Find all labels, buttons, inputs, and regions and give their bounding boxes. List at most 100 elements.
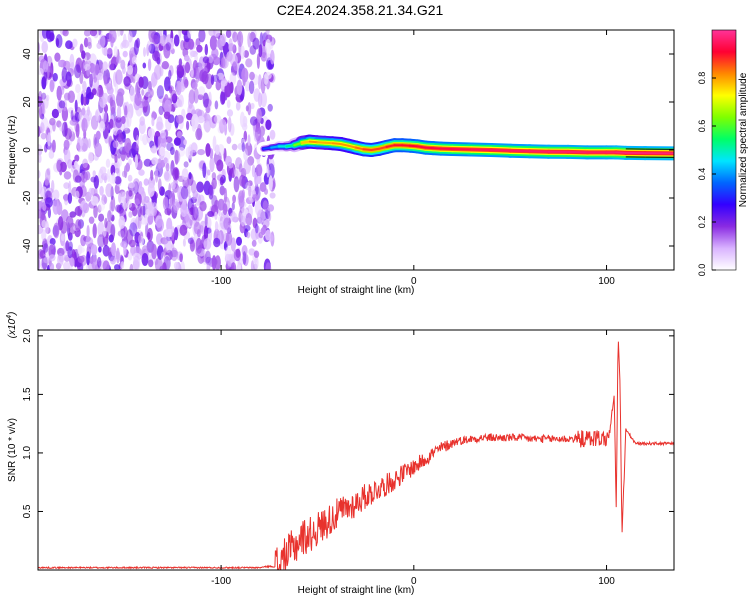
- noise-blob: [239, 174, 246, 187]
- noise-blob: [135, 216, 140, 230]
- noise-blob: [115, 167, 120, 174]
- noise-blob: [67, 159, 73, 169]
- noise-blob: [142, 62, 147, 69]
- noise-blob: [70, 109, 74, 121]
- noise-blob: [147, 58, 152, 71]
- noise-blob: [134, 92, 142, 106]
- noise-blob: [157, 158, 162, 170]
- noise-blob: [45, 168, 51, 184]
- noise-blob: [123, 243, 127, 256]
- noise-blob: [163, 196, 169, 206]
- noise-blob: [173, 261, 179, 270]
- noise-blob: [150, 145, 158, 154]
- noise-blob: [69, 211, 77, 218]
- noise-blob: [132, 255, 141, 270]
- noise-blob: [74, 154, 80, 162]
- noise-blob: [195, 67, 200, 83]
- noise-blob: [179, 253, 183, 263]
- noise-blob: [225, 30, 232, 38]
- noise-blob: [55, 38, 60, 47]
- noise-blob: [143, 47, 146, 57]
- noise-blob: [132, 252, 141, 262]
- noise-blob: [46, 264, 51, 270]
- noise-blob: [131, 56, 137, 65]
- noise-blob: [160, 135, 167, 149]
- snr-panel: -100 0 100 0.5 1.0 1.5 2.0 Height of straight…: [6, 312, 675, 596]
- noise-blob: [109, 63, 117, 71]
- noise-blob: [88, 216, 95, 224]
- noise-blob: [75, 83, 81, 94]
- noise-blob: [166, 142, 174, 152]
- noise-blob: [187, 30, 192, 39]
- noise-blob: [45, 30, 51, 40]
- noise-blob: [121, 170, 127, 178]
- noise-blob: [189, 239, 195, 252]
- noise-blob: [196, 229, 201, 238]
- noise-blob: [131, 181, 138, 196]
- noise-blob: [228, 43, 236, 52]
- noise-blob: [52, 189, 60, 201]
- noise-blob: [249, 116, 258, 126]
- noise-blob: [216, 72, 225, 80]
- noise-blob: [65, 215, 74, 229]
- noise-blob: [220, 57, 226, 69]
- y-tick-label: -20: [22, 190, 33, 205]
- noise-blob: [99, 96, 107, 108]
- noise-blob: [52, 199, 60, 215]
- noise-blob: [262, 200, 269, 211]
- snr-series-line: [38, 341, 674, 570]
- noise-blob: [129, 263, 134, 270]
- noise-blob: [200, 225, 204, 233]
- noise-blob: [41, 219, 47, 228]
- noise-blob: [49, 238, 56, 246]
- noise-blob: [117, 132, 124, 145]
- noise-blob: [147, 259, 154, 268]
- noise-blob: [95, 130, 101, 140]
- noise-blob: [69, 257, 75, 267]
- noise-blob: [217, 198, 225, 211]
- noise-blob: [163, 43, 171, 59]
- noise-blob: [267, 103, 273, 112]
- noise-blob: [122, 65, 126, 75]
- noise-blob: [52, 72, 58, 82]
- noise-blob: [237, 261, 242, 270]
- noise-blob: [96, 87, 104, 98]
- noise-blob: [150, 169, 154, 181]
- noise-blob: [41, 229, 47, 242]
- noise-blob: [126, 200, 133, 208]
- noise-blob: [69, 119, 78, 126]
- noise-blob: [188, 195, 192, 209]
- noise-blob: [157, 136, 162, 150]
- noise-blob: [51, 180, 55, 193]
- noise-blob: [129, 222, 138, 237]
- noise-blob: [56, 85, 62, 101]
- noise-blob: [93, 175, 100, 189]
- noise-blob: [170, 247, 178, 261]
- noise-blob: [247, 32, 252, 48]
- noise-blob: [107, 210, 112, 222]
- noise-blob: [74, 64, 81, 79]
- noise-blob: [72, 38, 78, 48]
- noise-blob: [42, 202, 47, 211]
- noise-blob: [143, 94, 149, 101]
- noise-blob: [173, 34, 180, 47]
- noise-blob: [163, 170, 172, 182]
- noise-blob: [85, 237, 94, 247]
- noise-blob: [186, 112, 193, 121]
- noise-blob: [146, 40, 152, 53]
- noise-blob: [82, 96, 87, 106]
- noise-blob: [147, 128, 155, 139]
- noise-blob: [207, 211, 215, 217]
- noise-blob: [104, 217, 108, 229]
- noise-blob: [45, 197, 53, 208]
- noise-blob: [128, 158, 132, 166]
- noise-blob: [184, 61, 191, 74]
- noise-blob: [267, 204, 275, 212]
- noise-blob: [241, 67, 249, 83]
- noise-blob: [128, 190, 133, 197]
- noise-blob: [181, 168, 189, 181]
- noise-blob: [44, 177, 50, 186]
- noise-blob: [196, 44, 203, 53]
- noise-blob: [268, 175, 273, 191]
